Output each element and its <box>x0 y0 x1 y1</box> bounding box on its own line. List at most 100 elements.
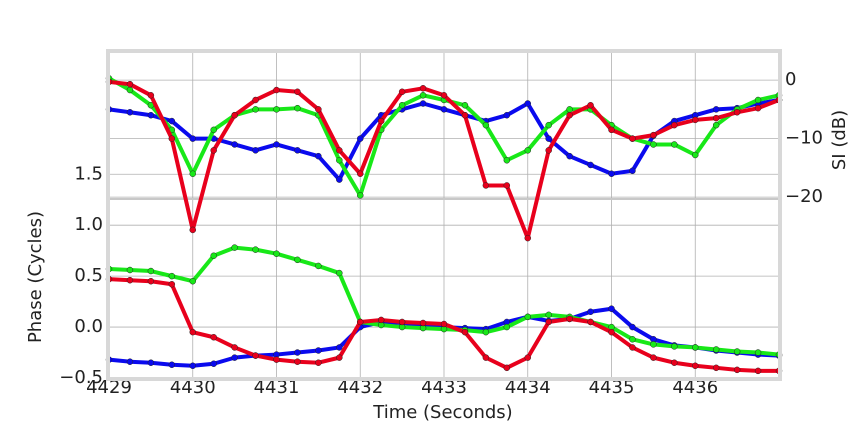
data-point <box>147 267 155 275</box>
data-point <box>482 121 490 129</box>
data-point <box>377 316 385 324</box>
data-point <box>231 344 238 351</box>
data-point <box>273 106 280 113</box>
data-point <box>650 341 657 348</box>
data-point <box>210 252 217 259</box>
data-point <box>629 135 636 142</box>
data-point <box>754 349 762 356</box>
data-point <box>692 344 699 351</box>
data-point <box>650 354 657 361</box>
data-point <box>336 176 343 183</box>
data-point <box>712 106 720 113</box>
data-point <box>482 182 490 189</box>
data-point <box>650 131 657 139</box>
data-point <box>273 250 280 257</box>
data-point <box>692 362 699 370</box>
data-point <box>336 354 343 361</box>
y2-tick-label: −10 <box>785 128 823 149</box>
data-point <box>231 141 238 148</box>
data-point <box>231 354 238 361</box>
data-point <box>231 244 238 251</box>
data-point <box>398 102 406 109</box>
data-point <box>189 328 196 336</box>
data-point <box>545 135 552 142</box>
data-point <box>315 262 322 270</box>
data-point <box>629 323 636 331</box>
y-axis-label: Phase (Cycles) <box>25 211 46 343</box>
data-point <box>545 121 552 129</box>
data-point <box>189 277 196 285</box>
data-point <box>377 117 385 125</box>
data-point <box>566 111 573 119</box>
data-point <box>315 359 322 366</box>
data-point <box>419 92 427 99</box>
data-point <box>336 147 343 154</box>
data-point <box>294 147 301 154</box>
data-point <box>733 109 741 116</box>
data-point <box>608 170 615 177</box>
data-point <box>419 100 427 107</box>
data-point <box>712 114 720 122</box>
y-tick-label: 0.5 <box>74 265 103 286</box>
data-point <box>273 86 280 94</box>
data-point <box>608 328 615 336</box>
data-point <box>733 348 741 355</box>
data-point <box>252 96 259 104</box>
data-point <box>315 106 322 113</box>
data-point <box>671 121 678 129</box>
x-tick-label: 4431 <box>254 377 300 398</box>
data-point <box>566 152 573 160</box>
data-point <box>357 170 364 177</box>
data-point <box>126 276 134 284</box>
data-point <box>147 92 155 99</box>
x-tick-label: 4434 <box>505 377 551 398</box>
data-point <box>168 272 176 280</box>
data-point <box>671 343 678 350</box>
data-point <box>336 269 343 277</box>
data-point <box>315 152 322 160</box>
data-point <box>126 358 134 365</box>
data-point <box>168 135 176 142</box>
data-point <box>692 116 699 124</box>
data-point <box>524 313 531 321</box>
data-point <box>629 344 636 351</box>
data-point <box>461 111 469 119</box>
y2-axis-label: SI (dB) <box>829 110 850 170</box>
data-point <box>398 88 406 96</box>
data-point <box>733 366 741 374</box>
data-point <box>754 96 762 104</box>
data-point <box>524 234 531 242</box>
y-tick-label: 1.0 <box>74 214 103 235</box>
data-point <box>503 182 511 189</box>
data-point <box>629 167 636 175</box>
data-point <box>168 361 176 369</box>
data-point <box>608 126 615 134</box>
data-point <box>210 126 217 134</box>
data-point <box>524 100 531 107</box>
data-point <box>503 157 511 164</box>
data-point <box>168 281 176 288</box>
x-axis-label: Time (Seconds) <box>372 402 512 423</box>
data-point <box>692 151 699 159</box>
data-point <box>357 318 364 326</box>
y2-tick-label: −20 <box>785 186 823 207</box>
data-point <box>754 104 762 112</box>
data-point <box>461 102 469 109</box>
data-point <box>294 358 301 365</box>
data-point <box>461 328 469 336</box>
data-point <box>503 111 511 119</box>
data-point <box>503 323 511 331</box>
data-point <box>252 147 259 154</box>
data-point <box>336 157 343 164</box>
plot-frame <box>106 49 782 381</box>
data-point <box>126 266 134 274</box>
data-point <box>419 319 427 327</box>
data-point <box>189 135 196 142</box>
x-tick-label: 4433 <box>421 377 467 398</box>
data-point <box>357 135 364 142</box>
data-point <box>712 121 720 129</box>
data-point <box>650 141 657 148</box>
data-point <box>608 305 615 312</box>
data-point <box>252 246 259 253</box>
data-point <box>712 346 720 353</box>
